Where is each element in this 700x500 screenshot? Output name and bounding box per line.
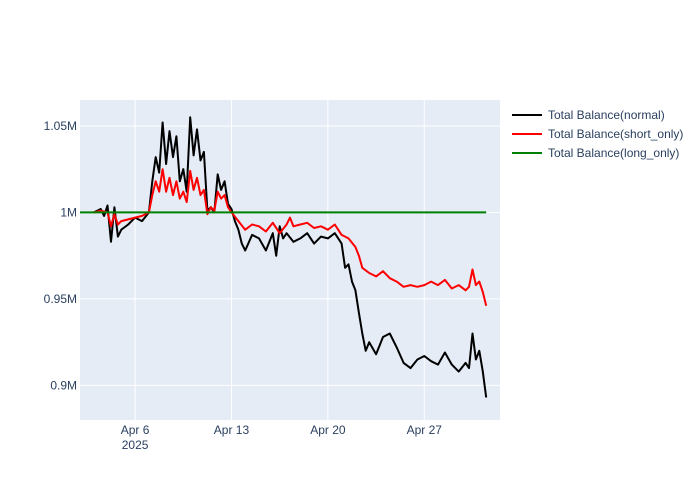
y-tick-label: 0.9M [50,378,77,392]
y-tick-label: 0.95M [44,292,77,306]
x-tick-sublabel: 2025 [122,438,149,452]
plot-background [80,100,500,420]
x-tick-label: Apr 27 [407,423,443,437]
legend-label: Total Balance(normal) [548,108,665,122]
x-tick-label: Apr 13 [214,423,250,437]
legend-label: Total Balance(short_only) [548,127,683,141]
x-tick-label: Apr 6 [121,423,150,437]
legend-item[interactable]: Total Balance(short_only) [512,127,683,141]
legend-item[interactable]: Total Balance(normal) [512,108,665,122]
series-lines [80,116,488,398]
series-line-0 [93,116,488,398]
y-tick-label: 1.05M [44,119,77,133]
legend-label: Total Balance(long_only) [548,146,679,160]
series-line-1 [93,168,488,307]
legend: Total Balance(normal) Total Balance(short… [512,108,683,160]
legend-item[interactable]: Total Balance(long_only) [512,146,679,160]
y-tick-label: 1M [60,205,77,219]
x-tick-label: Apr 20 [310,423,346,437]
